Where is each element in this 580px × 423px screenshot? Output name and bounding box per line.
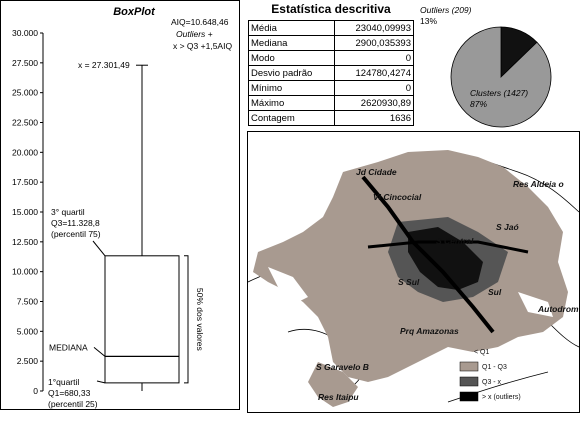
legend-swatch [459, 391, 479, 402]
y-tick-label: 27.500 [12, 58, 38, 68]
iqr-bracket [184, 255, 189, 384]
y-tick-label: 17.500 [12, 177, 38, 187]
stats-label: Modo [247, 50, 336, 66]
stats-row: Mediana 2900,035393 [247, 35, 414, 51]
map-place-label: S Central [436, 236, 474, 246]
aiq-label: AIQ=10.648,46 [171, 17, 229, 27]
y-tick-label: 5.000 [17, 326, 39, 336]
pie-label: Outliers (209) [420, 5, 472, 15]
stats-row: Modo 0 [247, 50, 414, 66]
outlier-road [361, 175, 495, 334]
map-place-label: S Jaó [496, 222, 519, 232]
stats-value: 124780,4274 [334, 65, 414, 81]
stats-value: 2900,035393 [334, 35, 414, 51]
cluster-map: Jd Cidade Vl Cincocial Res Aldeia o S Centr… [247, 150, 580, 407]
pie-percent: 13% [420, 16, 437, 26]
y-tick-label: 10.000 [12, 267, 38, 277]
map-panel: Jd Cidade Vl Cincocial Res Aldeia o S Centr… [247, 131, 580, 413]
stats-row: Média 23040,09993 [247, 20, 414, 36]
legend-label: Q3 - x [482, 379, 502, 386]
stats-label: Máximo [247, 95, 336, 111]
q3-label: Q3=11.328,8 [51, 218, 100, 228]
y-tick-label: 22.500 [12, 118, 38, 128]
map-place-label: Res Aldeia o [513, 179, 564, 189]
outlier-road [367, 240, 529, 254]
pie-percent: 87% [470, 99, 487, 109]
y-tick-label: 15.000 [12, 207, 38, 217]
y-tick-label: 2.500 [17, 356, 39, 366]
stats-label: Mediana [247, 35, 336, 51]
stats-value: 23040,09993 [334, 20, 414, 36]
stats-row: Contagem 1636 [247, 110, 414, 126]
map-place-label: Prq Amazonas [400, 326, 459, 336]
y-tick-label: 7.500 [17, 297, 39, 307]
median-label: MEDIANA [49, 342, 88, 352]
iqr-box [104, 255, 180, 384]
x-max-label: x = 27.301,49 [78, 60, 130, 70]
boxplot-chart: BoxPlot 0 2.500 5.000 7.500 10.000 12.500 15.00… [0, 0, 240, 410]
map-place-label: Res Itaipu [318, 392, 359, 402]
outliers-rule: x > Q3 +1,5AIQ [173, 41, 232, 51]
median-pointer [93, 347, 106, 357]
iqr-label: 50% dos valores [195, 288, 205, 351]
stats-label: Desvio padrão [247, 65, 336, 81]
legend-swatch [459, 376, 479, 387]
pie-slice [450, 26, 552, 128]
map-place-label: Jd Cidade [356, 167, 397, 177]
map-place-label: Autodrom [537, 304, 579, 314]
map-place-label: S Garavelo B [316, 362, 369, 372]
urban-area-south [308, 362, 358, 407]
q1-label: (percentil 25) [48, 399, 98, 409]
q1-label: Q1=680,33 [48, 388, 91, 398]
stats-value: 2620930,89 [334, 95, 414, 111]
stats-row: Mínimo 0 [247, 80, 414, 96]
stats-value: 1636 [334, 110, 414, 126]
stats-title: Estatística descritiva [271, 2, 391, 16]
stats-value: 0 [334, 50, 414, 66]
q3-label: 3° quartil [51, 207, 85, 217]
map-place-label: Sul [488, 287, 502, 297]
legend-label: Q1 - Q3 [482, 364, 507, 371]
q3-pointer [92, 240, 106, 257]
q1-pointer [96, 380, 106, 384]
stats-label: Contagem [247, 110, 336, 126]
pie-chart: Outliers (209) 13% Clusters (1427) 87% [416, 0, 580, 130]
stats-row: Desvio padrão 124780,4274 [247, 65, 414, 81]
legend-swatch [459, 361, 479, 372]
q3-label: (percentil 75) [51, 229, 101, 239]
boxplot-svg: BoxPlot 0 2.500 5.000 7.500 10.000 12.500 15.00… [12, 6, 232, 409]
outliers-label: Outliers + [176, 29, 213, 39]
stats-panel: Estatística descritiva Média 23040,09993 M… [247, 0, 414, 126]
y-tick-label: 25.000 [12, 88, 38, 98]
legend-label: > x (outliers) [482, 394, 521, 401]
stats-row: Máximo 2620930,89 [247, 95, 414, 111]
pie-svg: Outliers (209)13% Clusters (1427)87% [420, 5, 552, 128]
legend-label: < Q1 [474, 349, 489, 356]
boxplot-title: BoxPlot [113, 6, 156, 18]
map-place-label: Vl Cincocial [373, 192, 422, 202]
map-place-label: S Sul [398, 277, 420, 287]
stats-label: Mínimo [247, 80, 336, 96]
q1-label: 1°quartil [48, 377, 79, 387]
stats-label: Média [247, 20, 336, 36]
y-tick-label: 12.500 [12, 237, 38, 247]
y-tick-label: 20.000 [12, 147, 38, 157]
pie-label: Clusters (1427) [470, 88, 528, 98]
stats-table: Média 23040,09993 Mediana 2900,035393 Modo 0 D… [247, 20, 414, 126]
y-tick-label: 0 [33, 386, 38, 396]
stats-value: 0 [334, 80, 414, 96]
y-tick-label: 30.000 [12, 28, 38, 38]
